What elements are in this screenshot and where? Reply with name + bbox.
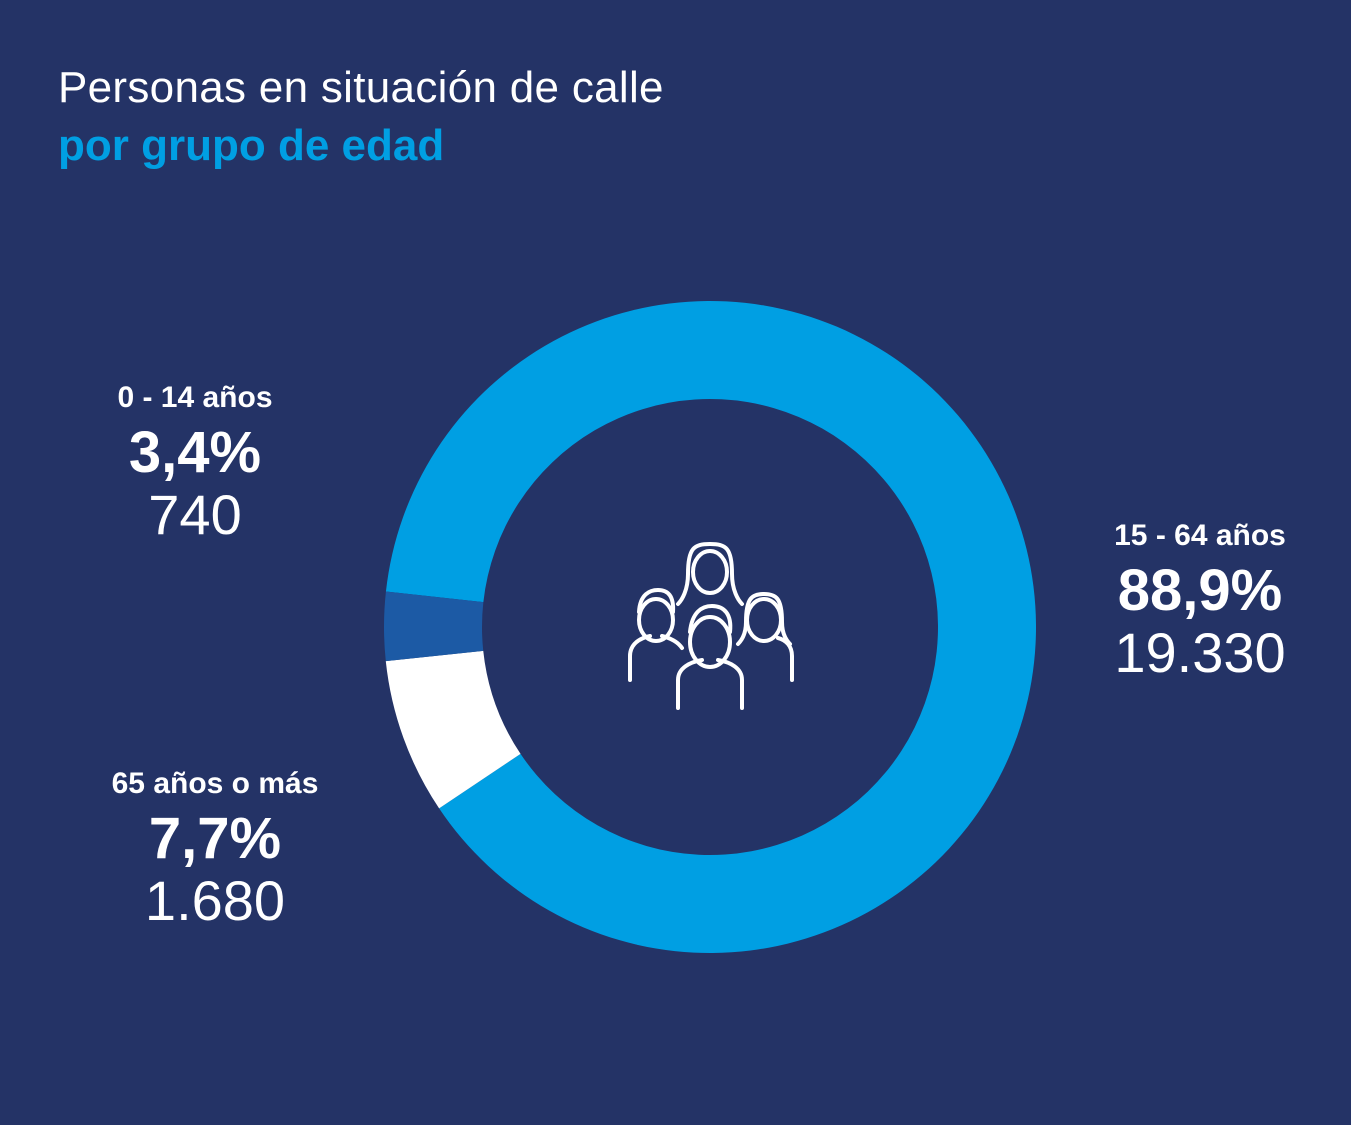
- category-label: 15 - 64 años: [1114, 519, 1286, 552]
- percent-label: 7,7%: [148, 806, 282, 871]
- value-label: 740: [148, 483, 242, 546]
- percent-label: 88,9%: [1117, 558, 1283, 623]
- label-15-64: 15 - 64 años 88,9% 19.330: [1070, 518, 1330, 682]
- value-label: 19.330: [1114, 621, 1286, 684]
- people-group-icon: [628, 542, 794, 710]
- chart-title: Personas en situación de calle por grupo…: [58, 60, 664, 176]
- slice-65-plus: [385, 650, 521, 809]
- percent-label: 3,4%: [128, 420, 262, 485]
- title-line-2: por grupo de edad: [58, 121, 445, 170]
- slice-15-64: [385, 301, 1037, 953]
- value-label: 1.680: [144, 869, 286, 932]
- slice-0-14: [384, 591, 484, 662]
- category-label: 0 - 14 años: [117, 381, 273, 414]
- label-65-plus: 65 años o más 7,7% 1.680: [60, 766, 370, 930]
- category-label: 65 años o más: [111, 767, 319, 800]
- title-line-1: Personas en situación de calle: [58, 63, 664, 112]
- label-0-14: 0 - 14 años 3,4% 740: [70, 380, 320, 544]
